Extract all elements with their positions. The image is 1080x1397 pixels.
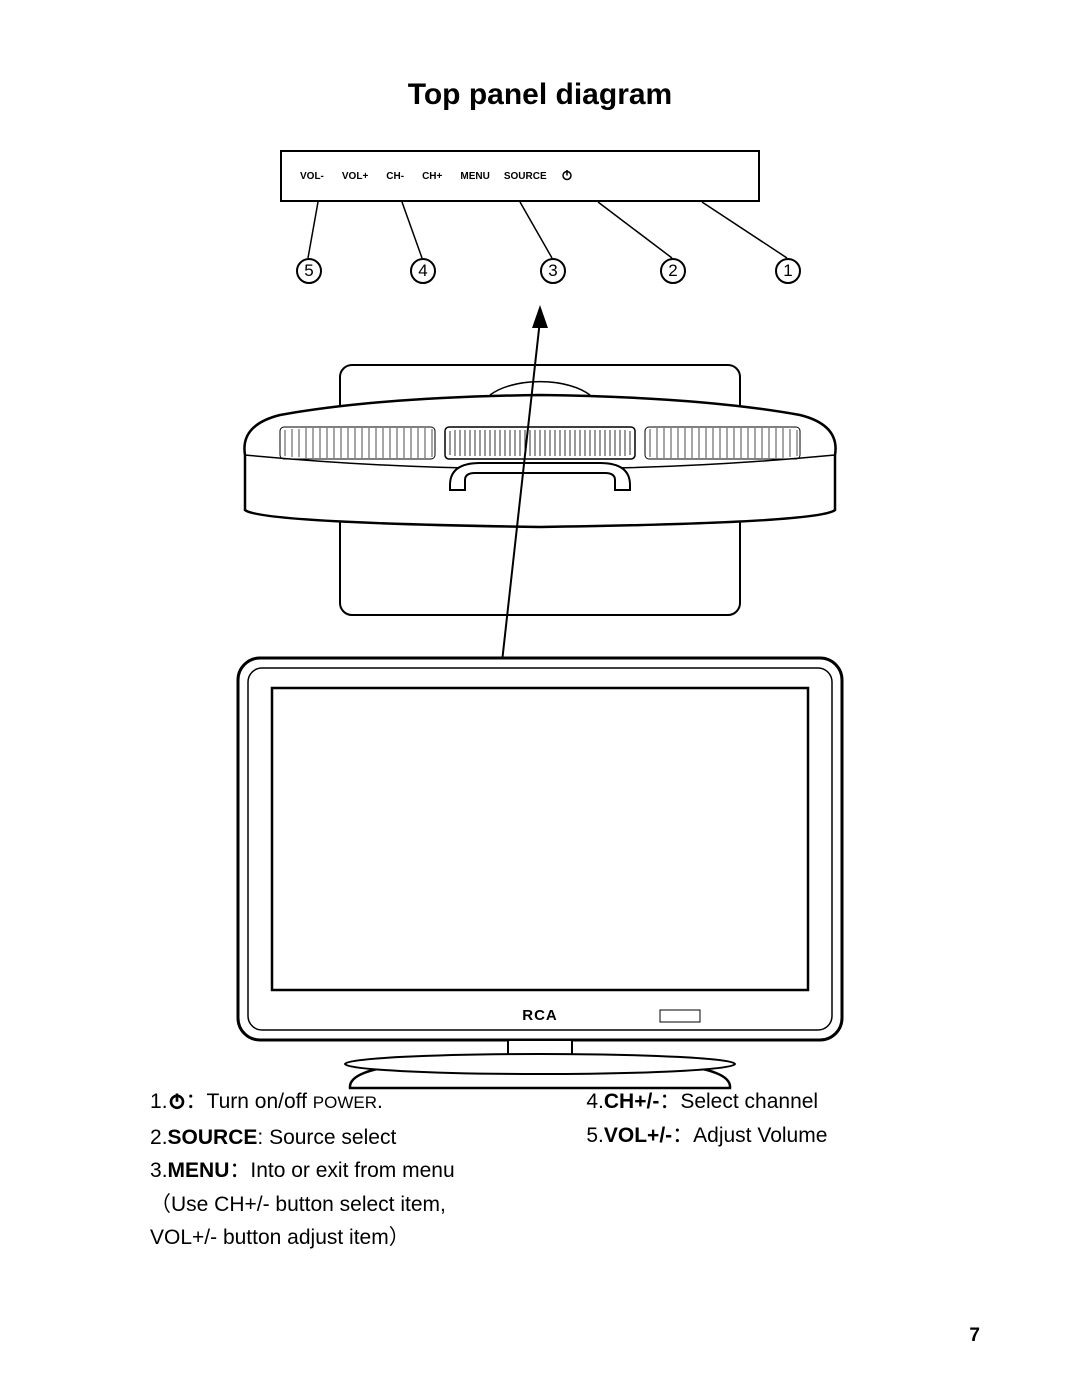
legend-note-2: VOL+/- button adjust item）	[150, 1221, 586, 1255]
legend: 1.：Turn on/off POWER. 2.SOURCE: Source s…	[150, 1085, 950, 1255]
legend-item-3: 3.MENU：Into or exit from menu	[150, 1154, 586, 1188]
legend-item-4: 4.CH+/-：Select channel	[586, 1085, 950, 1119]
svg-text:RCA: RCA	[522, 1007, 558, 1024]
legend-item-2: 2.SOURCE: Source select	[150, 1121, 586, 1155]
page-number: 7	[969, 1325, 980, 1347]
legend-right-column: 4.CH+/-：Select channel 5.VOL+/-：Adjust V…	[586, 1085, 950, 1255]
legend-left-column: 1.：Turn on/off POWER. 2.SOURCE: Source s…	[150, 1085, 586, 1255]
tv-front-view: RCA	[230, 650, 850, 1100]
legend-item-5: 5.VOL+/-：Adjust Volume	[586, 1119, 950, 1153]
legend-note-1: （Use CH+/- button select item,	[150, 1188, 586, 1222]
legend-item-1: 1.：Turn on/off POWER.	[150, 1085, 586, 1121]
page-title: Top panel diagram	[0, 78, 1080, 112]
power-icon	[168, 1087, 186, 1121]
diagram-container: VOL- VOL+ CH- CH+ MENU SOURCE 5 4 3 2 1	[220, 150, 860, 1050]
